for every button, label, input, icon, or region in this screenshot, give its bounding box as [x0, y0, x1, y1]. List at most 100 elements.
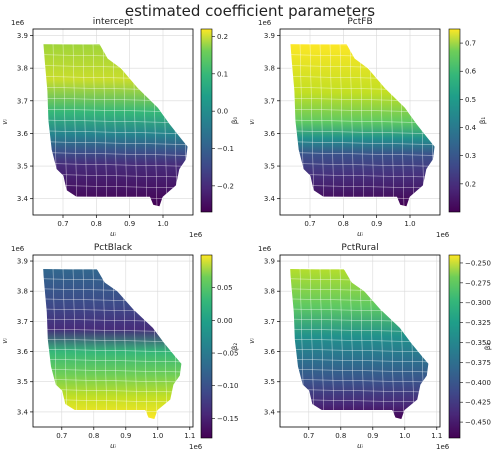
county-border: [290, 130, 435, 134]
y-tick-label: 3.6: [264, 130, 276, 138]
colorbar-tick-label: −0.375: [465, 359, 491, 367]
colorbar-tick-label: 0.2: [465, 180, 476, 188]
colorbar-label: β₃: [484, 343, 492, 350]
y-tick-label: 3.7: [17, 97, 28, 105]
y-axis-label: vᵢ: [1, 338, 9, 344]
y-tick-label: 3.9: [264, 258, 275, 266]
county-border: [339, 268, 345, 420]
county-border: [359, 268, 365, 420]
colorbar-tick-label: 0.1: [217, 70, 228, 78]
state-outline: [289, 43, 436, 208]
county-border: [289, 358, 429, 363]
county-border: [42, 378, 182, 383]
colorbar-tick-label: −0.300: [465, 299, 491, 307]
panel-title: PctRural: [341, 243, 378, 253]
x-tick-label: 0.9: [124, 220, 135, 228]
y-tick-label: 3.6: [264, 348, 276, 356]
panel-title: PctBlack: [94, 243, 133, 253]
colorbar-tick-label: −0.400: [465, 379, 491, 387]
county-border: [349, 268, 355, 420]
x-offset-label: 1e6: [189, 231, 203, 239]
x-tick-label: 0.8: [338, 220, 349, 228]
county-border: [290, 163, 435, 167]
x-tick-label: 0.9: [367, 432, 378, 440]
state-outline: [289, 268, 430, 420]
y-tick-label: 3.4: [264, 408, 276, 416]
colorbar-tick-label: 0.05: [217, 284, 233, 292]
figure-suptitle: estimated coefficient parameters: [125, 2, 375, 20]
x-tick-label: 1.1: [184, 432, 195, 440]
county-border: [112, 268, 118, 420]
colorbar: [200, 28, 213, 213]
county-border: [289, 368, 429, 373]
county-border: [82, 268, 88, 420]
county-border: [43, 163, 188, 167]
county-border: [329, 43, 335, 207]
county-border: [349, 43, 355, 207]
county-border: [43, 152, 188, 156]
colorbar-tick-label: 0.2: [217, 33, 228, 41]
y-tick-label: 3.8: [17, 288, 28, 296]
colorbar-label: β₀: [231, 117, 239, 124]
x-tick-label: 0.7: [56, 432, 67, 440]
y-tick-label: 3.5: [264, 378, 275, 386]
county-border: [92, 268, 98, 420]
y-tick-label: 3.4: [17, 408, 29, 416]
colorbar: [200, 254, 213, 439]
y-tick-label: 3.8: [17, 65, 28, 73]
x-offset-label: 1e6: [436, 443, 450, 451]
y-offset-label: 1e6: [258, 245, 272, 253]
x-tick-label: 0.8: [88, 432, 99, 440]
colorbar-tick-label: 0.6: [465, 68, 477, 76]
county-border: [62, 43, 68, 207]
x-axis-label: uᵢ: [357, 442, 363, 450]
colorbar-tick-label: −0.275: [465, 279, 491, 287]
county-border: [82, 43, 88, 207]
colorbar-tick-label: 0.3: [465, 152, 476, 160]
county-border: [102, 43, 108, 207]
county-border: [102, 268, 108, 420]
panel-title: intercept: [93, 17, 134, 27]
y-axis-label: vᵢ: [248, 338, 256, 344]
county-border: [72, 268, 78, 420]
y-tick-label: 3.4: [264, 195, 276, 203]
county-border: [92, 43, 98, 207]
axes-frame: [279, 28, 441, 216]
colorbar-tick-label: 0.00: [217, 317, 233, 325]
x-tick-label: 1.0: [399, 432, 410, 440]
colorbar-tick-label: −0.05: [217, 350, 238, 358]
x-axis-label: uᵢ: [110, 230, 116, 238]
county-border: [62, 268, 68, 420]
colorbar-tick-label: −0.350: [465, 339, 491, 347]
x-offset-label: 1e6: [436, 231, 450, 239]
panel-0: 0.7 0.8 0.9 1.0 3.4 3.5 3.6 3.7 3.8 3.9 1e6 1e6 inte…: [1, 17, 239, 239]
x-axis-label: uᵢ: [357, 230, 363, 238]
y-tick-label: 3.7: [264, 97, 275, 105]
y-offset-label: 1e6: [11, 19, 25, 27]
x-tick-label: 1.0: [404, 220, 415, 228]
county-border: [309, 43, 315, 207]
x-tick-label: 0.9: [120, 432, 131, 440]
county-border: [289, 348, 429, 353]
panel-2: 0.7 0.8 0.9 1.0 1.1 3.4 3.5 3.6 3.7 3.8 3.9 1e6 1e6 P…: [1, 243, 239, 451]
colorbar: [448, 28, 461, 213]
county-border: [290, 119, 435, 124]
county-border: [319, 43, 325, 207]
y-axis-label: vᵢ: [1, 119, 9, 125]
colorbar-tick-label: −0.15: [217, 415, 238, 423]
county-border: [43, 141, 188, 145]
y-offset-label: 1e6: [11, 245, 25, 253]
colorbar-tick-label: −0.325: [465, 319, 491, 327]
colorbar-tick-label: −0.250: [465, 259, 491, 267]
x-tick-label: 0.8: [91, 220, 102, 228]
colorbar: [448, 254, 461, 439]
colorbar-tick-label: 0.7: [465, 40, 476, 48]
county-border: [359, 43, 365, 207]
x-offset-label: 1e6: [189, 443, 203, 451]
county-border: [329, 268, 335, 420]
x-tick-label: 0.7: [304, 220, 315, 228]
y-tick-label: 3.9: [264, 32, 275, 40]
county-border: [289, 378, 429, 383]
colorbar-tick-label: −0.425: [465, 399, 491, 407]
